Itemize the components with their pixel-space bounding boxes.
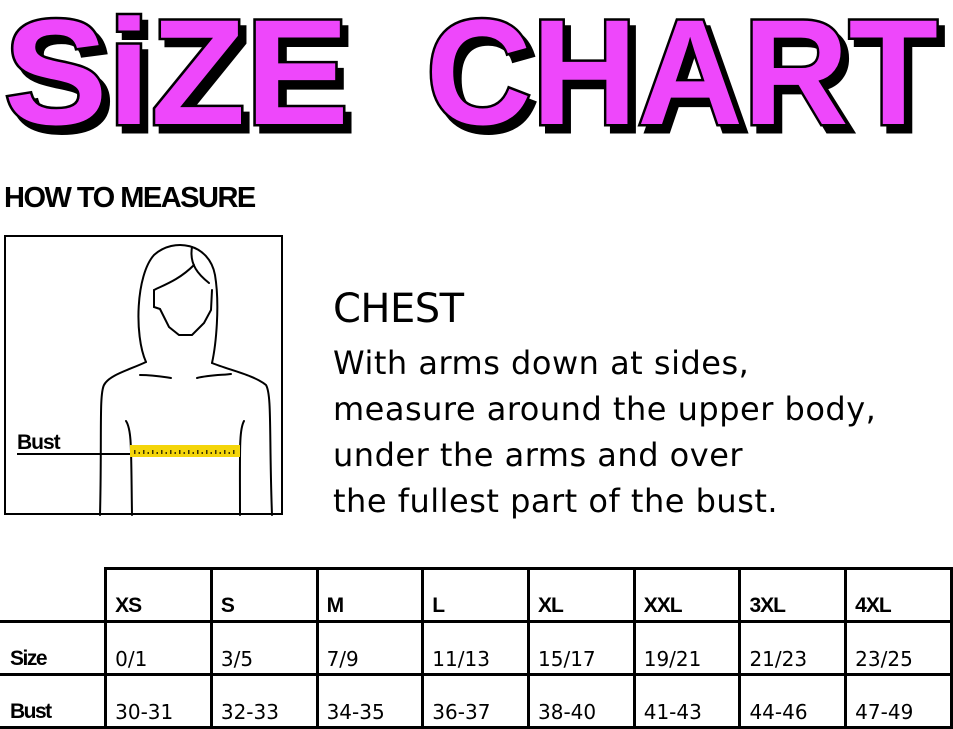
column-header: 4XL (844, 567, 953, 623)
table-row: Size 0/1 3/5 7/9 11/13 15/17 19/21 21/23… (0, 620, 953, 676)
table-cell: 41-43 (632, 673, 742, 729)
column-header: XS (104, 567, 213, 623)
instruction-line: under the arms and over (333, 436, 744, 474)
bust-label: Bust (17, 431, 61, 454)
chest-instructions: With arms down at sides, measure around … (333, 340, 876, 524)
table-cell: 32-33 (209, 673, 319, 729)
how-to-measure-heading: HOW TO MEASURE (4, 182, 256, 214)
instruction-line: measure around the upper body, (333, 390, 877, 428)
table-cell: 19/21 (632, 620, 742, 676)
table-cell: 38-40 (527, 673, 636, 729)
table-cell: 21/23 (738, 620, 848, 676)
title-word-size: SiZE (4, 0, 349, 150)
table-cell: 36-37 (421, 673, 531, 729)
column-header: XXL (632, 567, 742, 623)
table-corner (0, 568, 108, 623)
table-cell: 47-49 (844, 673, 953, 729)
column-header: M (315, 567, 425, 623)
table-cell: 3/5 (209, 620, 319, 676)
size-chart-title: SiZE CHART (2, 0, 941, 150)
table-cell: 0/1 (104, 620, 213, 676)
instruction-line: the fullest part of the bust. (333, 482, 779, 520)
size-table: XS S M L XL XXL 3XL 4XL Size 0/1 3/5 7/9… (0, 567, 953, 729)
column-header: XL (527, 567, 636, 623)
measuring-tape (130, 445, 240, 457)
column-header: S (209, 567, 319, 623)
row-label: Bust (0, 673, 108, 729)
table-cell: 34-35 (315, 673, 425, 729)
chest-heading: CHEST (333, 286, 464, 332)
table-cell: 30-31 (104, 673, 213, 729)
instruction-line: With arms down at sides, (333, 344, 750, 382)
column-header: L (421, 567, 531, 623)
title-word-chart: CHART (426, 0, 938, 150)
table-cell: 11/13 (421, 620, 531, 676)
table-cell: 44-46 (738, 673, 848, 729)
measurement-illustration: Bust (4, 235, 283, 516)
column-header: 3XL (738, 567, 848, 623)
row-label: Size (0, 620, 108, 676)
table-cell: 23/25 (844, 620, 953, 676)
table-cell: 7/9 (315, 620, 425, 676)
table-header-row: XS S M L XL XXL 3XL 4XL (0, 567, 953, 623)
table-row: Bust 30-31 32-33 34-35 36-37 38-40 41-43… (0, 673, 953, 729)
table-cell: 15/17 (527, 620, 636, 676)
